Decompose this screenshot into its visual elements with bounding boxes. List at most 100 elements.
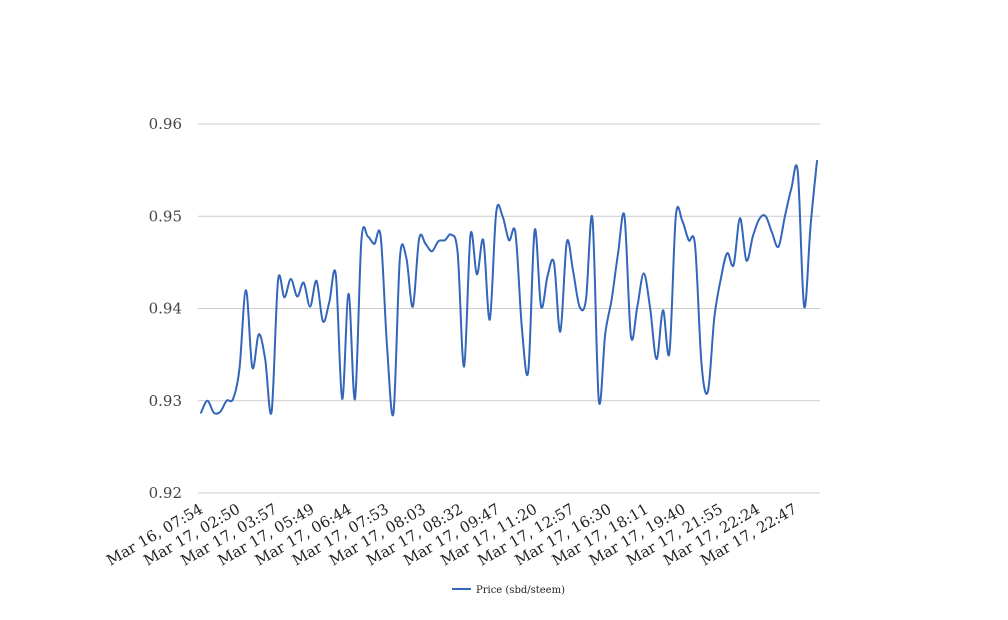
data-point (681, 220, 683, 222)
y-tick-label: 0.92 (149, 484, 182, 502)
y-tick-label: 0.95 (149, 207, 182, 225)
data-point (713, 317, 715, 319)
data-point (630, 335, 632, 337)
data-point (803, 306, 805, 308)
data-point (245, 289, 247, 291)
data-point (662, 309, 664, 311)
data-point (283, 296, 285, 298)
data-point (354, 398, 356, 400)
data-point (469, 234, 471, 236)
y-axis-ticks: 0.92 0.93 0.94 0.95 0.96 (149, 115, 182, 502)
data-point (367, 235, 369, 237)
data-point (431, 250, 433, 252)
y-tick-label: 0.94 (149, 300, 182, 318)
data-point (264, 358, 266, 360)
data-point (643, 272, 645, 274)
data-point (566, 241, 568, 243)
data-point (534, 229, 536, 231)
data-point (636, 306, 638, 308)
data-point (373, 243, 375, 245)
data-point (501, 215, 503, 217)
data-point (309, 306, 311, 308)
data-point (559, 330, 561, 332)
data-point (335, 273, 337, 275)
data-point (752, 235, 754, 237)
data-point (347, 293, 349, 295)
data-point (720, 278, 722, 280)
data-point (707, 390, 709, 392)
data-point (251, 366, 253, 368)
data-point (617, 252, 619, 254)
legend: Price (sbd/steem) (452, 585, 565, 596)
data-point (732, 264, 734, 266)
data-point (322, 320, 324, 322)
data-point (771, 232, 773, 234)
data-point (700, 363, 702, 365)
data-point (418, 237, 420, 239)
data-point (328, 301, 330, 303)
data-point (444, 239, 446, 241)
data-point (380, 235, 382, 237)
data-point (572, 270, 574, 272)
data-point (790, 187, 792, 189)
data-point (206, 400, 208, 402)
data-point (784, 215, 786, 217)
data-point (797, 171, 799, 173)
data-point (585, 298, 587, 300)
data-point (611, 298, 613, 300)
data-point (450, 234, 452, 236)
data-point (360, 239, 362, 241)
series-line-price (200, 159, 818, 417)
data-point (598, 400, 600, 402)
data-point (303, 282, 305, 284)
data-point (739, 217, 741, 219)
data-point (540, 306, 542, 308)
data-point (213, 412, 215, 414)
data-point (546, 275, 548, 277)
data-point (482, 239, 484, 241)
data-point (399, 257, 401, 259)
data-point (758, 218, 760, 220)
data-point (726, 252, 728, 254)
data-point (521, 326, 523, 328)
data-point (392, 412, 394, 414)
data-point (649, 307, 651, 309)
data-point (809, 224, 811, 226)
data-point (578, 306, 580, 308)
data-point (270, 411, 272, 413)
gridlines (198, 123, 820, 494)
data-point (816, 160, 818, 162)
data-point (219, 411, 221, 413)
data-point (341, 398, 343, 400)
data-point (476, 273, 478, 275)
data-point (745, 259, 747, 261)
data-point (386, 346, 388, 348)
data-point (514, 232, 516, 234)
data-point (694, 245, 696, 247)
data-point (604, 332, 606, 334)
data-point (277, 280, 279, 282)
legend-label: Price (sbd/steem) (476, 585, 565, 596)
series-layer (200, 159, 818, 417)
data-point (405, 257, 407, 259)
data-point (668, 352, 670, 354)
data-point (489, 318, 491, 320)
data-point (591, 217, 593, 219)
data-point (424, 243, 426, 245)
data-point (655, 358, 657, 360)
data-point (315, 280, 317, 282)
data-point (238, 367, 240, 369)
data-point (688, 239, 690, 241)
data-point (777, 246, 779, 248)
data-point (296, 295, 298, 297)
data-point (226, 400, 228, 402)
data-point (463, 365, 465, 367)
data-point (553, 261, 555, 263)
data-point (765, 215, 767, 217)
data-point (258, 333, 260, 335)
data-point (457, 252, 459, 254)
data-point (412, 306, 414, 308)
